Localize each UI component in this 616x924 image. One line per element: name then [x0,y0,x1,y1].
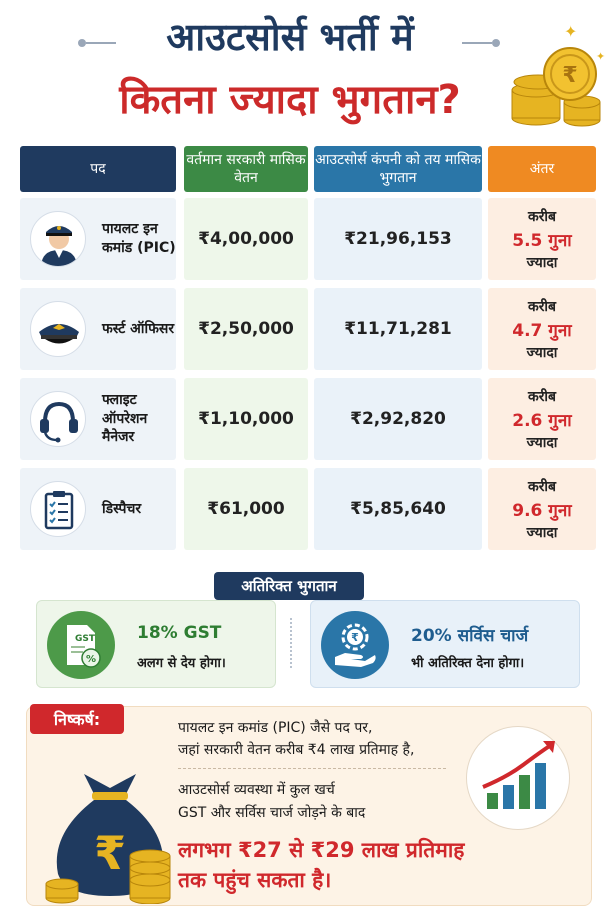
post-cell: फर्स्ट ऑफिसर [20,288,176,370]
title-line-1: आउटसोर्स भर्ती में [166,15,414,59]
outsource-payment-cell: ₹5,85,640 [314,468,482,550]
conclusion-separator [178,768,446,769]
svg-text:%: % [86,654,96,665]
conclusion-line-1: पायलट इन कमांड (PIC) जैसे पद पर, [178,720,373,736]
difference-value: 9.6 गुना [512,500,572,521]
difference-prefix: करीब [527,298,557,315]
clipboard-checklist-icon [30,481,86,537]
decor-dot-left [78,39,86,47]
extra-payment-title: अतिरिक्त भुगतान [214,572,364,600]
gst-document-icon: GST % [47,611,115,679]
gst-heading: 18% GST [137,623,222,643]
table-row: पायलट इन कमांड (PIC) ₹4,00,000 ₹21,96,15… [20,198,596,280]
rupee-gear-hand-icon: ₹ [321,611,389,679]
post-cell: फ्लाइट ऑपरेशन मैनेजर [20,378,176,460]
difference-suffix: ज्यादा [526,344,558,361]
post-name: डिस्पैचर [102,500,142,517]
post-cell: डिस्पैचर [20,468,176,550]
outsource-payment-cell: ₹2,92,820 [314,378,482,460]
growth-chart-icon [466,726,570,830]
post-name: फर्स्ट ऑफिसर [102,320,175,337]
difference-value: 4.7 गुना [512,320,572,341]
post-name: पायलट इन कमांड (PIC) [102,221,176,256]
pilot-cap-icon [30,301,86,357]
difference-prefix: करीब [527,478,557,495]
header-gov-salary: वर्तमान सरकारी मासिक वेतन [184,146,308,192]
gst-card: GST % 18% GST अलग से देय होगा। [36,600,276,688]
table-row: डिस्पैचर ₹61,000 ₹5,85,640 करीब 9.6 गुना… [20,468,596,550]
gov-salary-cell: ₹4,00,000 [184,198,308,280]
gov-salary-cell: ₹61,000 [184,468,308,550]
difference-suffix: ज्यादा [526,434,558,451]
conclusion-line-4: GST और सर्विस चार्ज जोड़ने के बाद [178,805,366,821]
difference-value: 5.5 गुना [512,230,572,251]
gov-salary-cell: ₹2,50,000 [184,288,308,370]
difference-prefix: करीब [527,388,557,405]
table-row: फ्लाइट ऑपरेशन मैनेजर ₹1,10,000 ₹2,92,820… [20,378,596,460]
difference-cell: करीब 9.6 गुना ज्यादा [488,468,596,550]
gold-coins-icon: ₹ [511,47,601,127]
conclusion-highlight-1: लगभग ₹27 से ₹29 लाख प्रतिमाह [178,838,465,862]
difference-prefix: करीब [527,208,557,225]
gst-subtext: अलग से देय होगा। [137,656,226,671]
svg-text:₹: ₹ [94,826,126,880]
svg-text:₹: ₹ [562,63,577,88]
header-post: पद [20,146,176,192]
gst-badge: GST [75,634,96,644]
difference-cell: करीब 2.6 गुना ज्यादा [488,378,596,460]
header-difference: अंतर [488,146,596,192]
headset-icon [30,391,86,447]
difference-suffix: ज्यादा [526,254,558,271]
post-name: फ्लाइट ऑपरेशन मैनेजर [102,391,148,446]
difference-cell: करीब 4.7 गुना ज्यादा [488,288,596,370]
service-charge-card: ₹ 20% सर्विस चार्ज भी अतिरिक्त देना होगा… [310,600,580,688]
conclusion-line-2: जहां सरकारी वेतन करीब ₹4 लाख प्रतिमाह है… [178,742,415,758]
conclusion-line-3: आउटसोर्स व्यवस्था में कुल खर्च [178,782,335,798]
sparkle-icon: ✦ [564,22,578,41]
pilot-icon [30,211,86,267]
decor-line-right [462,42,492,44]
service-charge-heading: 20% सर्विस चार्ज [411,626,529,646]
money-bag-icon: ₹ [45,774,171,904]
difference-value: 2.6 गुना [512,410,572,431]
title-line-2: कितना ज्यादा भुगतान? [119,77,461,123]
service-charge-subtext: भी अतिरिक्त देना होगा। [411,656,525,671]
divider [290,618,292,668]
table-row: फर्स्ट ऑफिसर ₹2,50,000 ₹11,71,281 करीब 4… [20,288,596,370]
outsource-payment-cell: ₹21,96,153 [314,198,482,280]
gov-salary-cell: ₹1,10,000 [184,378,308,460]
svg-text:₹: ₹ [351,631,359,644]
decor-line-left [86,42,116,44]
difference-suffix: ज्यादा [526,524,558,541]
post-cell: पायलट इन कमांड (PIC) [20,198,176,280]
header-outsource-payment: आउटसोर्स कंपनी को तय मासिक भुगतान [314,146,482,192]
sparkle-icon: ✦ [596,50,606,63]
conclusion-tag: निष्कर्ष: [30,704,124,734]
outsource-payment-cell: ₹11,71,281 [314,288,482,370]
decor-dot-right [492,39,500,47]
conclusion-highlight-2: तक पहुंच सकता है। [178,868,332,892]
difference-cell: करीब 5.5 गुना ज्यादा [488,198,596,280]
